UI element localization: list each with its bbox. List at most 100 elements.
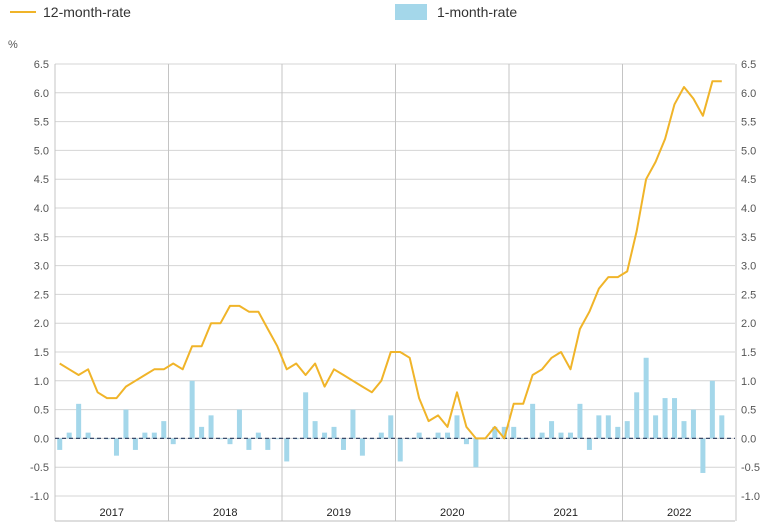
bar-1-month-rate <box>284 438 290 462</box>
bar-1-month-rate <box>549 421 555 439</box>
y-tick-label-right: 4.0 <box>741 203 756 215</box>
bar-1-month-rate <box>605 415 611 439</box>
bar-1-month-rate <box>577 403 583 439</box>
bar-1-month-rate <box>85 432 91 439</box>
y-tick-label-left: 3.0 <box>34 261 49 273</box>
y-tick-label-left: 2.0 <box>34 318 49 330</box>
bar-1-month-rate <box>463 438 469 445</box>
bar-1-month-rate <box>208 415 214 439</box>
legend-bar-swatch <box>395 4 427 20</box>
legend: 12-month-rate 1-month-rate <box>10 4 517 20</box>
bar-1-month-rate <box>567 432 573 439</box>
x-tick-label-year: 2019 <box>327 507 351 519</box>
bar-1-month-rate <box>388 415 394 439</box>
bar-1-month-rate <box>322 432 328 439</box>
bar-1-month-rate <box>520 438 526 440</box>
y-tick-label-right: 3.0 <box>741 261 756 273</box>
bar-1-month-rate <box>539 432 545 439</box>
bar-1-month-rate <box>359 438 365 456</box>
y-unit-label: % <box>8 39 18 51</box>
bar-1-month-rate <box>350 409 356 439</box>
y-tick-label-left: 1.5 <box>34 347 49 359</box>
y-tick-label-right: 2.5 <box>741 289 756 301</box>
x-tick-label-year: 2020 <box>440 507 464 519</box>
bar-1-month-rate <box>586 438 592 450</box>
bar-1-month-rate <box>170 438 176 445</box>
y-tick-label-right: 5.0 <box>741 145 756 157</box>
axes: 6.5 6.5 6.0 6.0 5.5 5.5 5.0 5.0 4.5 4.5 4.0 4.0 3.5 3… <box>30 59 760 522</box>
y-tick-label-right: -1.0 <box>741 491 760 503</box>
bar-1-month-rate <box>719 415 725 439</box>
bar-1-month-rate <box>407 438 413 440</box>
bar-1-month-rate <box>246 438 252 450</box>
bar-1-month-rate <box>57 438 63 450</box>
bar-1-month-rate <box>113 438 119 456</box>
y-tick-label-left: 0.5 <box>34 405 49 417</box>
y-tick-label-right: 0.0 <box>741 433 756 445</box>
bar-1-month-rate <box>265 438 271 450</box>
bar-1-month-rate <box>397 438 403 462</box>
bar-1-month-rate <box>558 432 564 439</box>
bar-1-month-rate <box>378 432 384 439</box>
bar-1-month-rate <box>700 438 706 473</box>
y-tick-label-left: 4.5 <box>34 174 49 186</box>
y-tick-label-right: 2.0 <box>741 318 756 330</box>
bar-1-month-rate <box>511 426 517 439</box>
bar-1-month-rate <box>227 438 233 445</box>
grid <box>54 63 737 521</box>
legend-line-label: 12-month-rate <box>43 4 131 20</box>
bar-1-month-rate <box>340 438 346 450</box>
bar-1-month-rate <box>473 438 479 468</box>
bar-1-month-rate <box>530 403 536 439</box>
y-tick-label-right: 1.5 <box>741 347 756 359</box>
y-tick-label-right: 5.5 <box>741 117 756 129</box>
bar-1-month-rate <box>189 380 195 439</box>
y-tick-label-left: 5.5 <box>34 117 49 129</box>
y-tick-label-right: 0.5 <box>741 405 756 417</box>
bar-1-month-rate <box>492 426 498 439</box>
y-tick-label-right: 3.5 <box>741 232 756 244</box>
bar-1-month-rate <box>142 432 148 439</box>
y-tick-label-right: 4.5 <box>741 174 756 186</box>
bar-1-month-rate <box>643 357 649 439</box>
bar-1-month-rate <box>501 426 507 439</box>
bar-1-month-rate <box>151 432 157 439</box>
bar-1-month-rate <box>435 432 441 439</box>
y-tick-label-right: -0.5 <box>741 462 760 474</box>
y-tick-label-right: 6.5 <box>741 59 756 71</box>
y-tick-label-left: 1.0 <box>34 376 49 388</box>
y-tick-label-left: 5.0 <box>34 145 49 157</box>
y-tick-label-right: 1.0 <box>741 376 756 388</box>
bar-1-month-rate <box>416 432 422 439</box>
y-tick-label-left: 6.5 <box>34 59 49 71</box>
y-tick-label-right: 6.0 <box>741 88 756 100</box>
y-tick-label-left: 0.0 <box>34 433 49 445</box>
bar-1-month-rate <box>681 421 687 439</box>
y-tick-label-left: 6.0 <box>34 88 49 100</box>
bar-1-month-rate <box>236 409 242 439</box>
bar-1-month-rate <box>218 438 224 440</box>
bar-1-month-rate <box>274 438 280 440</box>
x-tick-label-year: 2018 <box>213 507 237 519</box>
bar-1-month-rate <box>615 426 621 439</box>
bar-1-month-rate <box>454 415 460 439</box>
bar-1-month-rate <box>255 432 261 439</box>
y-tick-label-left: 2.5 <box>34 289 49 301</box>
bar-1-month-rate <box>161 421 167 439</box>
x-tick-label-year: 2022 <box>667 507 691 519</box>
bar-1-month-rate <box>303 392 309 439</box>
bar-1-month-rate <box>331 426 337 439</box>
bar-series <box>57 357 725 473</box>
bar-1-month-rate <box>709 380 715 439</box>
y-tick-label-left: 4.0 <box>34 203 49 215</box>
bar-1-month-rate <box>624 421 630 439</box>
bar-1-month-rate <box>123 409 129 439</box>
bar-1-month-rate <box>199 426 205 439</box>
x-tick-label-year: 2021 <box>554 507 578 519</box>
bar-1-month-rate <box>690 409 696 439</box>
bar-1-month-rate <box>662 398 668 439</box>
bar-1-month-rate <box>76 403 82 439</box>
y-tick-label-left: 3.5 <box>34 232 49 244</box>
bar-1-month-rate <box>312 421 318 439</box>
